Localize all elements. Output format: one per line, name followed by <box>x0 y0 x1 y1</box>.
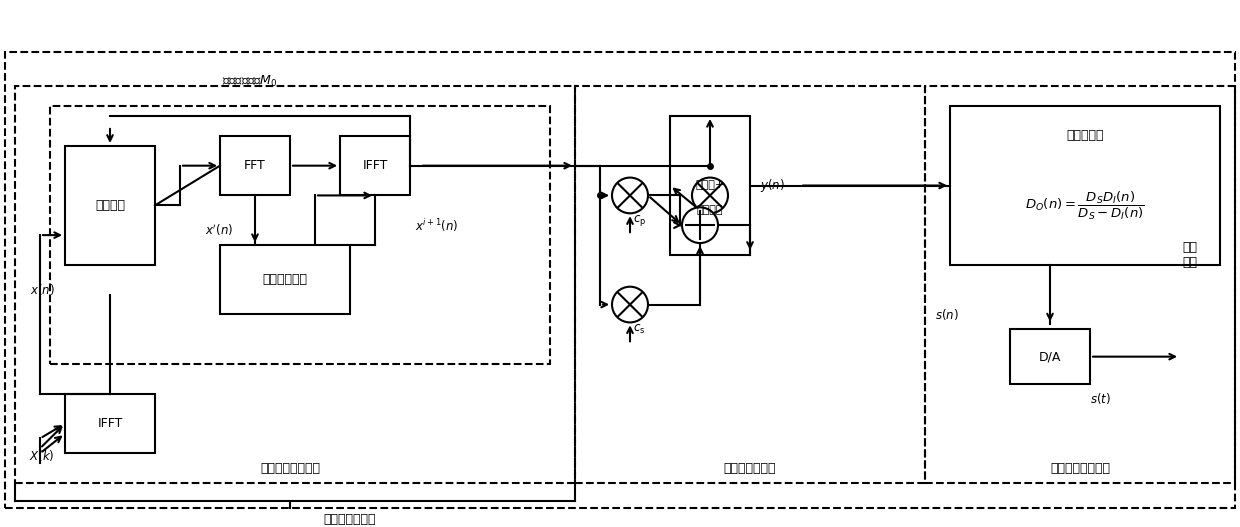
Text: 上采样+: 上采样+ <box>696 181 724 191</box>
Text: 最大迭代次数$M_0$: 最大迭代次数$M_0$ <box>222 74 278 89</box>
Text: 虚子载波滤波: 虚子载波滤波 <box>263 274 308 286</box>
Bar <box>64 146 155 265</box>
Bar <box>219 245 350 315</box>
Bar <box>1011 329 1090 384</box>
Text: $x'(n)$: $x'(n)$ <box>205 222 233 238</box>
Bar <box>5 52 1235 508</box>
Text: 非线性函数: 非线性函数 <box>1066 130 1104 142</box>
Text: IFFT: IFFT <box>362 159 388 172</box>
Text: 迭代限幅滤波单元: 迭代限幅滤波单元 <box>260 462 320 475</box>
Text: 一倍采样预失真: 一倍采样预失真 <box>324 513 376 526</box>
Text: IFFT: IFFT <box>97 417 123 430</box>
Text: FFT: FFT <box>244 159 265 172</box>
Bar <box>950 106 1220 265</box>
Circle shape <box>692 178 728 213</box>
Bar <box>575 86 925 483</box>
Bar <box>50 106 551 364</box>
Text: D/A: D/A <box>1039 350 1061 363</box>
Circle shape <box>613 287 649 323</box>
Text: $s(t)$: $s(t)$ <box>1090 392 1111 406</box>
Circle shape <box>682 207 718 243</box>
Text: $D_O(n)=\dfrac{D_S D_I(n)}{D_S-D_I(n)}$: $D_O(n)=\dfrac{D_S D_I(n)}{D_S-D_I(n)}$ <box>1025 189 1145 221</box>
Text: 过采样预失真单元: 过采样预失真单元 <box>1050 462 1110 475</box>
Bar <box>670 116 750 255</box>
Text: $x(n)$: $x(n)$ <box>30 282 55 297</box>
Text: $X(k)$: $X(k)$ <box>30 448 55 463</box>
Text: 时域限幅: 时域限幅 <box>95 199 125 212</box>
Text: $y(n)$: $y(n)$ <box>760 177 785 194</box>
Text: 升余弦滤波单元: 升余弦滤波单元 <box>724 462 776 475</box>
Text: 固态
功放: 固态 功放 <box>1183 241 1198 269</box>
Bar <box>340 136 410 196</box>
Circle shape <box>613 178 649 213</box>
Bar <box>15 86 575 483</box>
Text: $s(n)$: $s(n)$ <box>935 307 959 322</box>
Bar <box>219 136 290 196</box>
Bar <box>64 394 155 453</box>
Bar <box>925 86 1235 483</box>
Text: 加窗滤波: 加窗滤波 <box>697 206 723 216</box>
Text: $c_\mathrm{s}$: $c_\mathrm{s}$ <box>632 323 645 336</box>
Text: $x^{i+1}(n)$: $x^{i+1}(n)$ <box>415 217 459 233</box>
Text: $c_\mathrm{p}$: $c_\mathrm{p}$ <box>632 213 646 228</box>
